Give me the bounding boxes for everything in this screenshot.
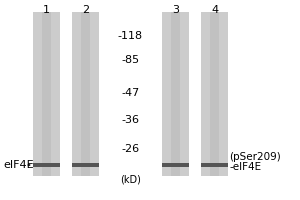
Text: -118: -118 <box>118 31 143 41</box>
Text: -26: -26 <box>122 144 140 154</box>
Bar <box>33 12 60 176</box>
Bar <box>81 12 90 176</box>
Text: 4: 4 <box>211 5 218 15</box>
Bar <box>72 12 99 176</box>
Text: eIF4E: eIF4E <box>3 160 34 170</box>
Bar <box>171 12 180 176</box>
Text: (pSer209): (pSer209) <box>230 152 281 162</box>
Bar <box>201 12 228 176</box>
Bar <box>210 12 219 176</box>
Text: 2: 2 <box>82 5 89 15</box>
Text: -47: -47 <box>122 88 140 98</box>
Bar <box>201 163 228 167</box>
Bar <box>162 163 189 167</box>
Bar <box>162 12 189 176</box>
Bar <box>42 12 51 176</box>
Text: -36: -36 <box>122 115 140 125</box>
Text: -85: -85 <box>122 55 140 65</box>
Text: (kD): (kD) <box>120 175 141 185</box>
Bar <box>72 163 99 167</box>
Bar <box>33 163 60 167</box>
Text: 1: 1 <box>43 5 50 15</box>
Text: -eIF4E: -eIF4E <box>230 162 262 172</box>
Text: 3: 3 <box>172 5 179 15</box>
